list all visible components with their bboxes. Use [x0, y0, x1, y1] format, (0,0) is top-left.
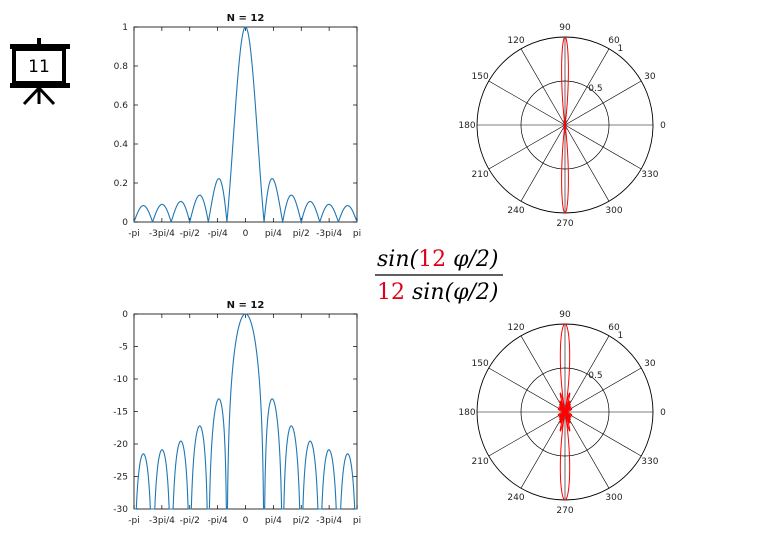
polar-r-label: 0.5	[588, 371, 602, 381]
polar-spoke	[520, 48, 566, 126]
polar-angle-label: 240	[507, 206, 524, 216]
polar-pattern-line	[561, 36, 569, 214]
formula-numerator: sin(12 φ/2)	[377, 247, 498, 272]
polar-spoke	[564, 411, 642, 457]
x-tick-label: -pi	[128, 516, 139, 526]
polar-spoke	[564, 367, 642, 413]
x-tick-label: -3pi/4	[149, 516, 175, 526]
polar-angle-label: 150	[472, 359, 489, 369]
y-tick-label: -10	[113, 375, 128, 385]
polar-spoke	[564, 48, 610, 126]
y-tick-label: 0.6	[114, 101, 129, 111]
x-tick-label: 0	[243, 229, 249, 239]
polar-spoke	[564, 124, 642, 170]
polar-angle-label: 90	[559, 23, 571, 33]
polar-spoke	[488, 80, 566, 126]
series-line	[134, 313, 357, 510]
x-tick-label: -3pi/4	[316, 229, 342, 239]
y-tick-label: 0.8	[114, 62, 129, 72]
polar-spoke	[520, 124, 566, 202]
polar-angle-label: 300	[605, 206, 622, 216]
polar-angle-label: 60	[608, 323, 620, 333]
polar-angle-label: 210	[472, 457, 489, 467]
x-tick-label: pi	[353, 229, 361, 239]
formula-denominator: 12 sin(φ/2)	[377, 280, 498, 305]
presentation-board-icon: 11	[10, 38, 70, 106]
polar-angle-label: 210	[472, 170, 489, 180]
polar-spoke	[564, 335, 610, 413]
polar-angle-label: 0	[660, 121, 666, 131]
y-tick-label: 0.4	[114, 140, 129, 150]
polar-angle-label: 270	[556, 219, 573, 229]
polar-angle-label: 30	[644, 72, 656, 82]
y-tick-label: -25	[113, 473, 128, 483]
x-tick-label: -pi/4	[208, 229, 228, 239]
polar-r-label: 0.5	[588, 84, 602, 94]
y-tick-label: -15	[113, 408, 128, 418]
y-tick-label: -5	[119, 343, 128, 353]
polar-r-label: 1	[617, 331, 623, 341]
polar-r-label: 1	[617, 44, 623, 54]
polar-angle-label: 0	[660, 408, 666, 418]
y-tick-label: -30	[113, 505, 128, 515]
x-tick-label: -pi	[128, 229, 139, 239]
slide-number: 11	[28, 57, 50, 77]
x-tick-label: pi/2	[293, 516, 310, 526]
polar-spoke	[488, 367, 566, 413]
y-tick-label: 1	[122, 23, 128, 33]
x-tick-label: pi/2	[293, 229, 310, 239]
polar-angle-label: 30	[644, 359, 656, 369]
polar-angle-label: 330	[641, 170, 658, 180]
y-tick-label: 0	[122, 218, 128, 228]
x-tick-label: -3pi/4	[316, 516, 342, 526]
polar-spoke	[564, 80, 642, 126]
polar-angle-label: 270	[556, 506, 573, 516]
polar-angle-label: 180	[458, 408, 475, 418]
polar-spoke	[564, 411, 610, 489]
polar-angle-label: 240	[507, 493, 524, 503]
polar-angle-label: 300	[605, 493, 622, 503]
polar-amplitude-pattern: 0 30 60 90 120 150 180 210 240 270 300 330 1 0.5	[458, 310, 666, 516]
x-tick-label: pi/4	[265, 229, 282, 239]
polar-power-pattern: 0 30 60 90 120 150 180 210 240 270 300 330 1 0.5	[458, 23, 666, 229]
y-tick-label: 0.2	[114, 179, 128, 189]
polar-spoke	[488, 411, 566, 457]
polar-spoke	[488, 124, 566, 170]
x-tick-label: pi	[353, 516, 361, 526]
polar-spoke	[564, 124, 610, 202]
polar-angle-label: 180	[458, 121, 475, 131]
polar-angle-label: 90	[559, 310, 571, 320]
x-tick-label: 0	[243, 516, 249, 526]
series-line	[133, 26, 358, 225]
y-tick-label: -20	[113, 440, 128, 450]
polar-angle-label: 150	[472, 72, 489, 82]
x-tick-label: -pi/2	[180, 229, 200, 239]
x-tick-label: -pi/2	[180, 516, 200, 526]
polar-angle-label: 120	[507, 36, 524, 46]
x-tick-label: -3pi/4	[149, 229, 175, 239]
polar-angle-label: 60	[608, 36, 620, 46]
polar-angle-label: 120	[507, 323, 524, 333]
plot-frame	[133, 26, 358, 223]
array-factor-formula: sin(12 φ/2) 12 sin(φ/2)	[375, 247, 503, 305]
x-tick-label: -pi/4	[208, 516, 228, 526]
polar-pattern-line	[557, 323, 573, 501]
chart-title: N = 12	[227, 300, 265, 311]
polar-spoke	[520, 335, 566, 413]
chart-title: N = 12	[227, 13, 265, 24]
polar-angle-label: 330	[641, 457, 658, 467]
linear-pattern-chart: N = 12 -pi -3pi/4 -pi/2 -pi/4 0 pi/4 pi/2 -3pi/4…	[114, 13, 361, 239]
y-tick-label: 0	[122, 310, 128, 320]
x-tick-label: pi/4	[265, 516, 282, 526]
db-pattern-chart: N = 12 -pi -3pi/4 -pi/2 -pi/4 0 pi/4 pi/2 -3pi/4…	[113, 300, 361, 526]
polar-spoke	[520, 411, 566, 489]
